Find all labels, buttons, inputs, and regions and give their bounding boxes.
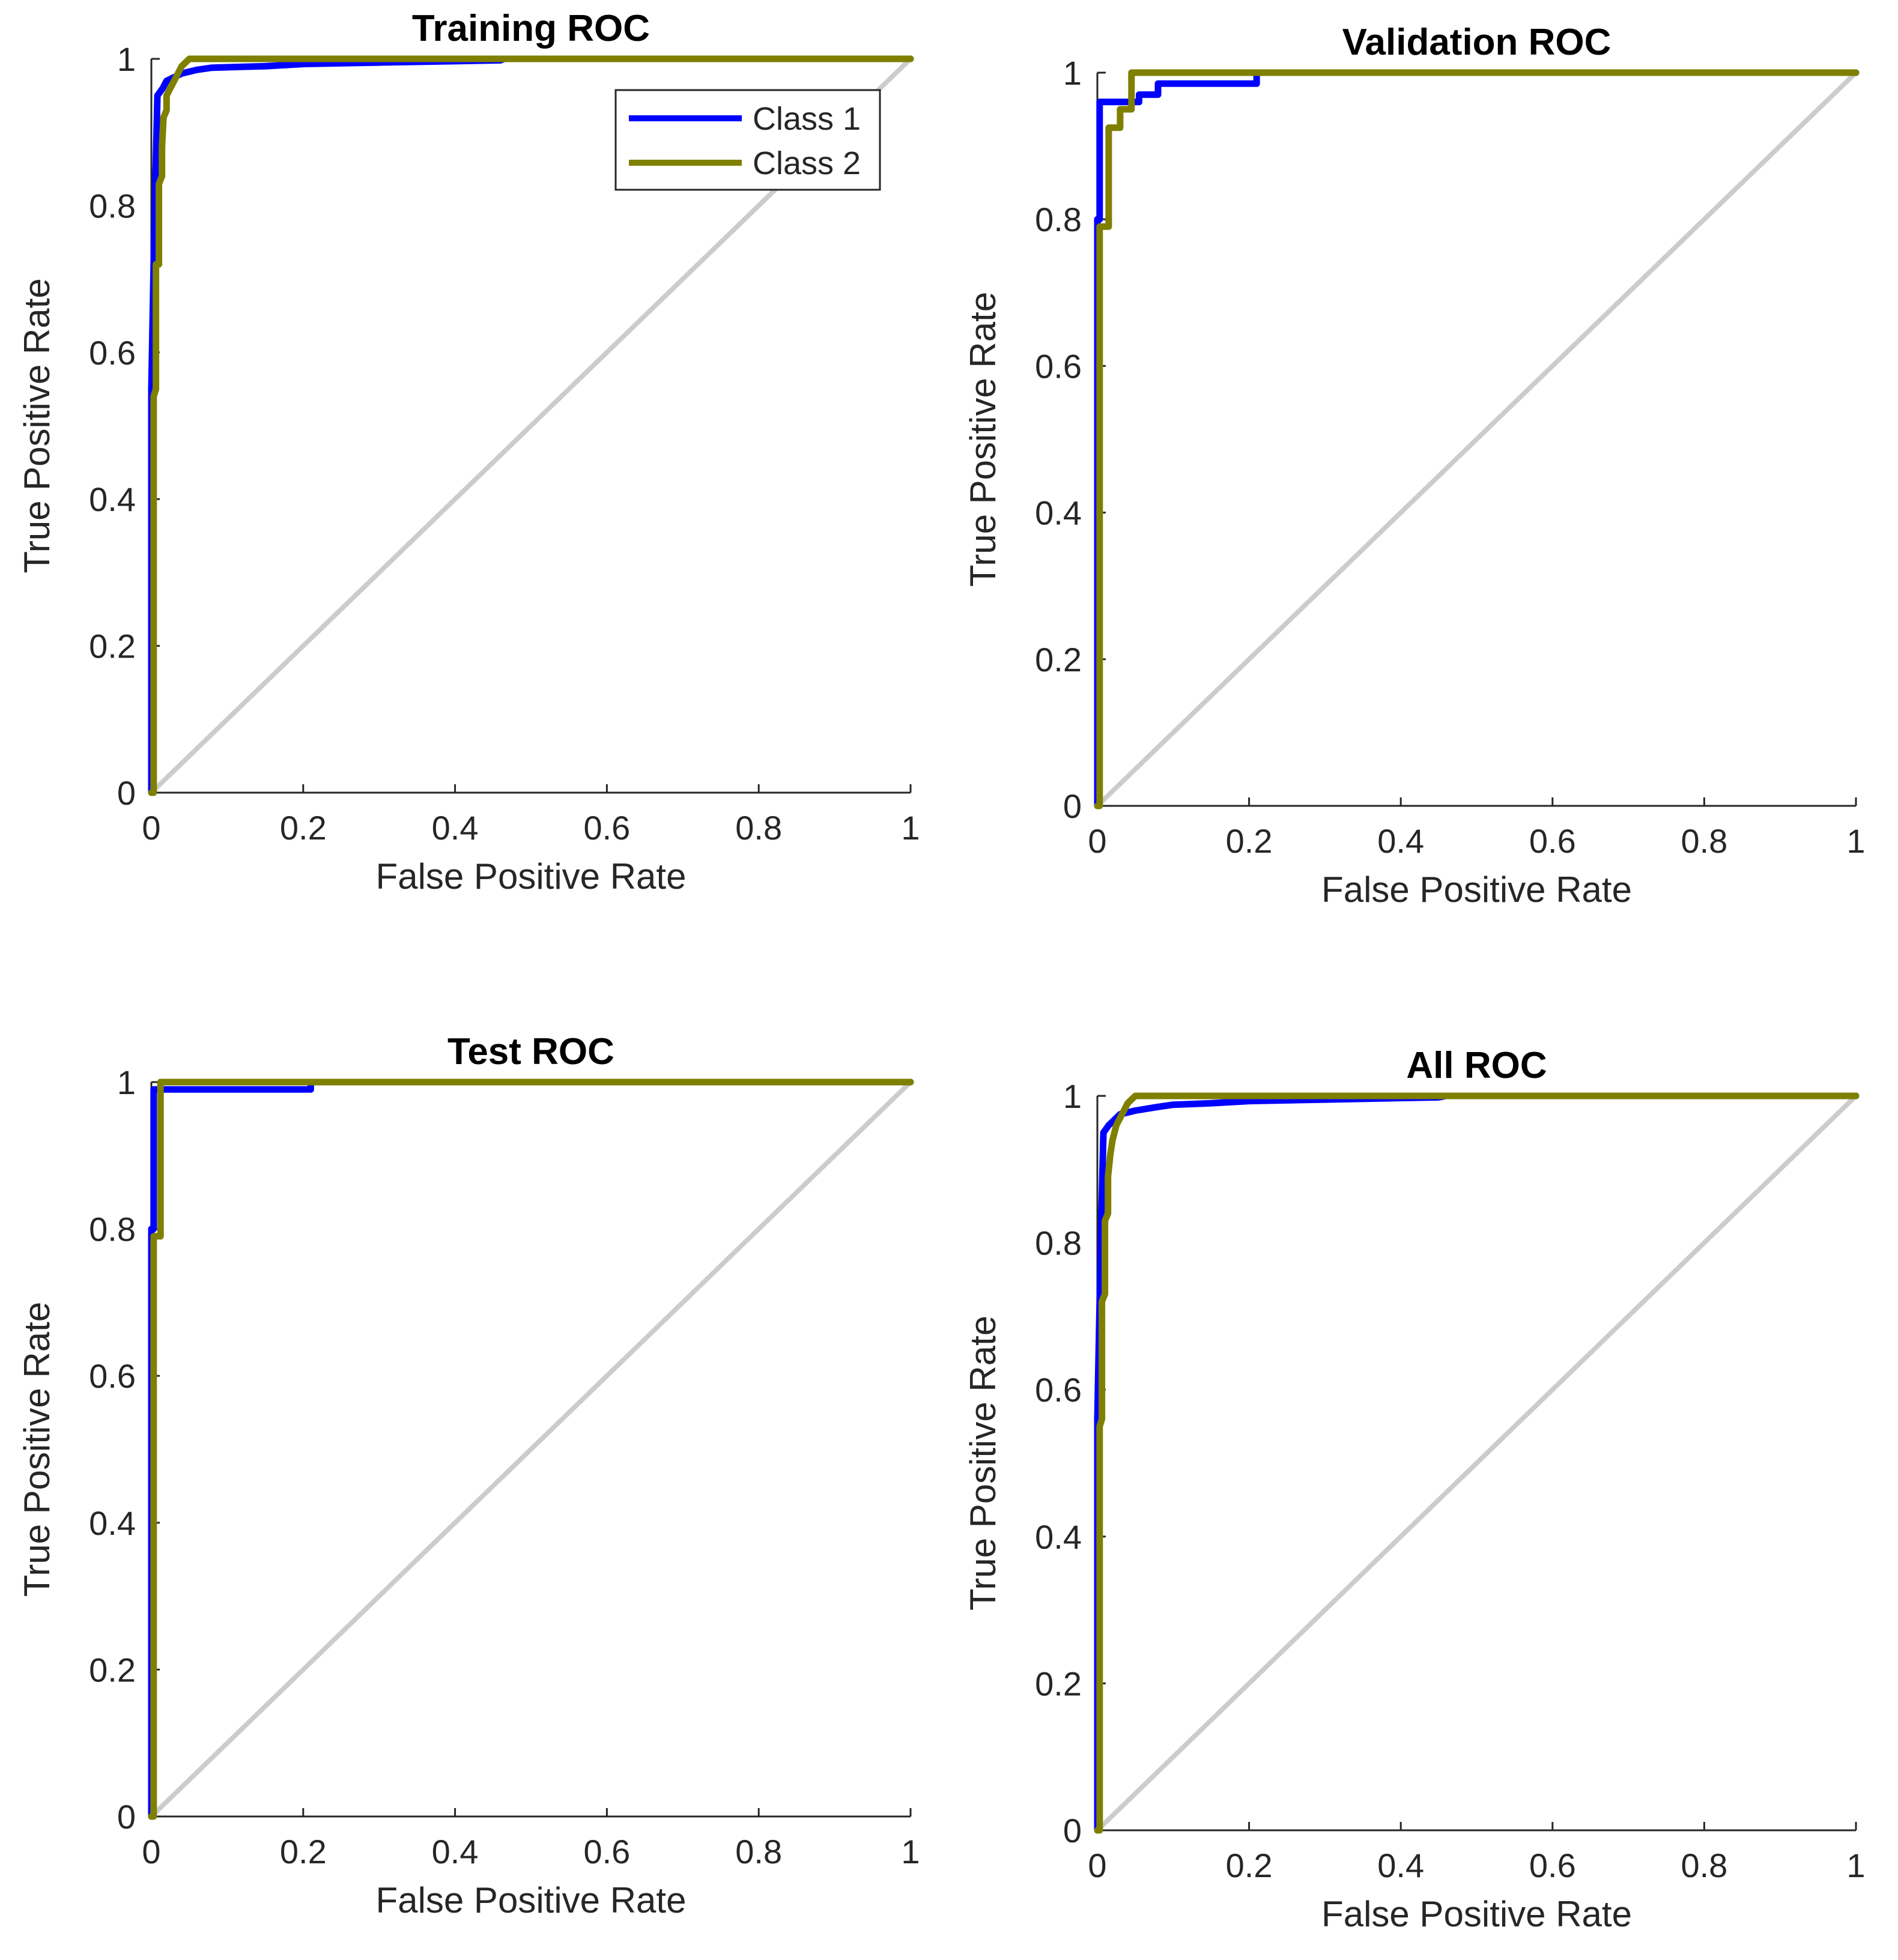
x-tick-label: 0.6 [1529, 1847, 1576, 1884]
y-tick-label: 1 [1063, 1077, 1082, 1115]
x-tick-label: 0.6 [583, 809, 630, 847]
y-tick-label: 0.2 [89, 628, 136, 665]
x-tick-label: 0 [1088, 1847, 1106, 1884]
x-axis-label: False Positive Rate [1321, 1894, 1632, 1934]
y-tick-label: 0.4 [1035, 1518, 1082, 1556]
x-tick-label: 0.2 [1226, 822, 1273, 860]
series-line-class-2 [148, 1078, 914, 1820]
x-tick-label: 1 [1846, 822, 1865, 860]
x-axis-label: False Positive Rate [1321, 870, 1632, 910]
x-axis-label: False Positive Rate [376, 1880, 687, 1920]
x-axis-label: False Positive Rate [376, 856, 687, 897]
y-tick-label: 0.8 [89, 1211, 136, 1248]
y-axis-label: True Positive Rate [17, 1302, 57, 1597]
chart-title: Test ROC [447, 1031, 614, 1072]
x-tick-label: 0 [142, 1833, 160, 1871]
y-tick-label: 0.2 [89, 1651, 136, 1689]
chart-title: Validation ROC [1342, 22, 1611, 63]
y-axis-label: True Positive Rate [17, 278, 57, 573]
chart-title: Training ROC [412, 8, 650, 49]
legend-label: Class 1 [753, 101, 861, 137]
x-tick-label: 0 [1088, 822, 1106, 860]
diagonal-reference-line [1096, 71, 1858, 808]
roc-panel-4: 0 0.2 0.4 0.6 0.8 1 0 0.2 0.4 0.6 0.8 1 False Positi… [963, 1045, 1866, 1934]
y-tick-label: 0.6 [1035, 347, 1082, 385]
y-tick-label: 0.2 [1035, 641, 1082, 679]
y-tick-label: 0.6 [89, 1357, 136, 1395]
legend-box [614, 89, 881, 191]
x-tick-label: 0.4 [1377, 822, 1424, 860]
x-tick-label: 0.4 [432, 809, 479, 847]
y-tick-label: 0.8 [89, 187, 136, 225]
y-tick-label: 0.6 [1035, 1371, 1082, 1409]
y-tick-label: 1 [117, 1063, 136, 1101]
y-tick-label: 0.8 [1035, 1224, 1082, 1262]
x-tick-label: 1 [901, 1833, 920, 1871]
legend-label: Class 2 [753, 145, 861, 181]
y-axis-label: True Positive Rate [963, 292, 1003, 587]
series-line-class-2 [148, 55, 914, 796]
x-tick-label: 1 [901, 809, 920, 847]
x-tick-label: 0.8 [735, 809, 782, 847]
y-tick-label: 0.4 [89, 480, 136, 518]
x-tick-label: 0.2 [1226, 1847, 1273, 1884]
x-tick-label: 0.8 [1681, 822, 1727, 860]
y-tick-label: 0.8 [1035, 201, 1082, 238]
y-tick-label: 0.6 [89, 334, 136, 372]
x-tick-label: 0.4 [1377, 1847, 1424, 1884]
chart-title: All ROC [1406, 1045, 1547, 1086]
y-tick-label: 0 [117, 1798, 136, 1836]
x-tick-label: 0.6 [1529, 822, 1576, 860]
y-axis-label: True Positive Rate [963, 1316, 1003, 1611]
diagonal-reference-line [150, 1080, 912, 1818]
x-tick-label: 0.8 [735, 1833, 782, 1871]
x-tick-label: 0.2 [280, 1833, 327, 1871]
y-tick-label: 0.2 [1035, 1665, 1082, 1702]
roc-panel-1: 0 0.2 0.4 0.6 0.8 1 0 0.2 0.4 0.6 0.8 1 False Positi… [17, 8, 920, 897]
roc-panel-2: 0 0.2 0.4 0.6 0.8 1 0 0.2 0.4 0.6 0.8 1 False Positi… [963, 22, 1866, 910]
x-tick-label: 1 [1846, 1847, 1865, 1884]
y-tick-label: 1 [1063, 54, 1082, 92]
series-line-class-2 [1094, 69, 1860, 809]
x-tick-label: 0.2 [280, 809, 327, 847]
y-tick-label: 0.4 [89, 1504, 136, 1542]
roc-panel-3: 0 0.2 0.4 0.6 0.8 1 0 0.2 0.4 0.6 0.8 1 False Positi… [17, 1031, 920, 1920]
diagonal-reference-line [1096, 1094, 1858, 1832]
y-tick-label: 0.4 [1035, 494, 1082, 532]
x-tick-label: 0.8 [1681, 1847, 1727, 1884]
x-tick-label: 0 [142, 809, 160, 847]
y-tick-label: 0 [1063, 1812, 1082, 1850]
y-tick-label: 0 [1063, 787, 1082, 825]
series-line-class-1 [1094, 69, 1860, 809]
y-tick-label: 0 [117, 774, 136, 812]
x-tick-label: 0.4 [432, 1833, 479, 1871]
series-line-class-2 [1094, 1092, 1860, 1834]
y-tick-label: 1 [117, 40, 136, 78]
x-tick-label: 0.6 [583, 1833, 630, 1871]
legend: Class 1 Class 2 [614, 89, 881, 191]
